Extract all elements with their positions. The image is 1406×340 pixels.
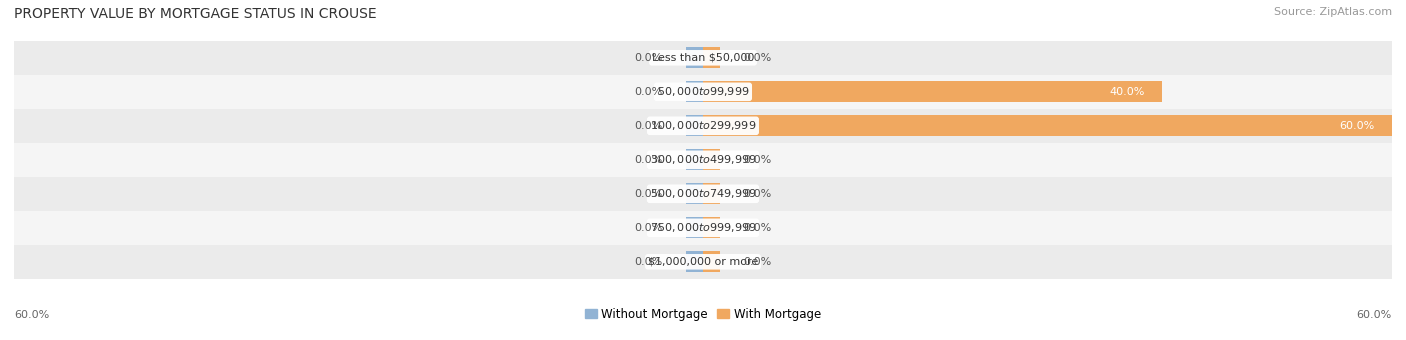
Text: 60.0%: 60.0% xyxy=(1340,121,1375,131)
Text: Source: ZipAtlas.com: Source: ZipAtlas.com xyxy=(1274,7,1392,17)
Legend: Without Mortgage, With Mortgage: Without Mortgage, With Mortgage xyxy=(581,303,825,325)
Bar xyxy=(686,251,703,272)
Bar xyxy=(686,115,703,136)
Text: 0.0%: 0.0% xyxy=(634,53,662,63)
Bar xyxy=(14,41,1392,75)
Text: $500,000 to $749,999: $500,000 to $749,999 xyxy=(650,187,756,200)
Bar xyxy=(703,251,720,272)
Bar xyxy=(703,217,720,238)
Text: 0.0%: 0.0% xyxy=(634,189,662,199)
Text: 0.0%: 0.0% xyxy=(634,121,662,131)
Bar xyxy=(686,149,703,170)
Text: 0.0%: 0.0% xyxy=(634,223,662,233)
Text: 60.0%: 60.0% xyxy=(14,310,49,320)
Bar xyxy=(14,211,1392,245)
Text: Less than $50,000: Less than $50,000 xyxy=(652,53,754,63)
Bar xyxy=(703,149,720,170)
Text: 0.0%: 0.0% xyxy=(634,155,662,165)
Text: PROPERTY VALUE BY MORTGAGE STATUS IN CROUSE: PROPERTY VALUE BY MORTGAGE STATUS IN CRO… xyxy=(14,7,377,21)
Bar xyxy=(14,143,1392,177)
Text: $100,000 to $299,999: $100,000 to $299,999 xyxy=(650,119,756,132)
Bar xyxy=(703,183,720,204)
Bar xyxy=(686,81,703,102)
Bar xyxy=(14,75,1392,109)
Text: 0.0%: 0.0% xyxy=(744,189,772,199)
Text: 40.0%: 40.0% xyxy=(1109,87,1144,97)
Bar xyxy=(703,81,1163,102)
Text: 60.0%: 60.0% xyxy=(1357,310,1392,320)
Text: 0.0%: 0.0% xyxy=(744,257,772,267)
Text: 0.0%: 0.0% xyxy=(634,87,662,97)
Text: $750,000 to $999,999: $750,000 to $999,999 xyxy=(650,221,756,234)
Text: $50,000 to $99,999: $50,000 to $99,999 xyxy=(657,85,749,98)
Bar xyxy=(703,47,720,68)
Bar xyxy=(703,115,1392,136)
Text: 0.0%: 0.0% xyxy=(744,53,772,63)
Text: $1,000,000 or more: $1,000,000 or more xyxy=(648,257,758,267)
Bar xyxy=(686,217,703,238)
Bar xyxy=(686,47,703,68)
Text: 0.0%: 0.0% xyxy=(634,257,662,267)
Text: 0.0%: 0.0% xyxy=(744,223,772,233)
Text: 0.0%: 0.0% xyxy=(744,155,772,165)
Bar xyxy=(14,109,1392,143)
Bar xyxy=(14,177,1392,211)
Bar xyxy=(686,183,703,204)
Text: $300,000 to $499,999: $300,000 to $499,999 xyxy=(650,153,756,166)
Bar xyxy=(14,245,1392,279)
